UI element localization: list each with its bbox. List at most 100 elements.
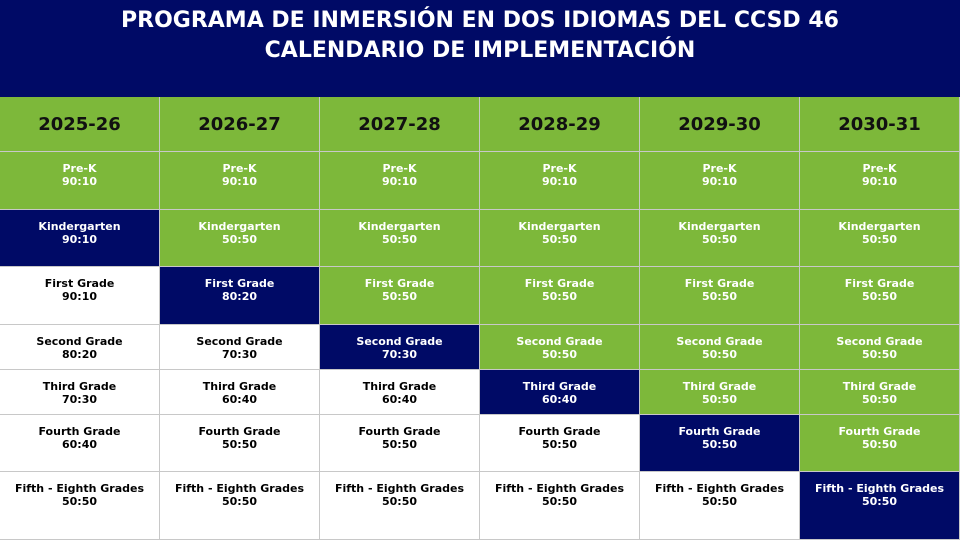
grade-label: Pre-K	[382, 162, 417, 175]
table-cell: Fifth - Eighth Grades 50:50	[640, 472, 800, 540]
ratio-label: 90:10	[381, 175, 417, 188]
year-header: 2027-28	[320, 97, 480, 152]
ratio-label: 50:50	[861, 290, 897, 303]
ratio-label: 90:10	[61, 290, 97, 303]
grade-label: Kindergarten	[38, 220, 121, 233]
ratio-label: 80:20	[221, 290, 257, 303]
ratio-label: 50:50	[701, 438, 737, 451]
ratio-label: 90:10	[61, 175, 97, 188]
ratio-label: 50:50	[541, 438, 577, 451]
grade-label: Second Grade	[516, 335, 603, 348]
grade-label: Kindergarten	[678, 220, 761, 233]
table-cell: Pre-K 90:10	[320, 152, 480, 210]
table-cell: Third Grade 60:40	[160, 370, 320, 415]
ratio-label: 60:40	[381, 393, 417, 406]
grade-label: Second Grade	[356, 335, 443, 348]
ratio-label: 50:50	[701, 393, 737, 406]
table-cell: Second Grade 70:30	[320, 325, 480, 370]
grade-label: Second Grade	[36, 335, 123, 348]
ratio-label: 50:50	[861, 233, 897, 246]
grade-label: Second Grade	[196, 335, 283, 348]
table-cell: First Grade 80:20	[160, 267, 320, 325]
grade-label: Fourth Grade	[198, 425, 281, 438]
ratio-label: 50:50	[61, 495, 97, 508]
grade-label: Pre-K	[702, 162, 737, 175]
ratio-label: 50:50	[861, 348, 897, 361]
table-cell: Pre-K 90:10	[640, 152, 800, 210]
grade-label: Fourth Grade	[38, 425, 121, 438]
ratio-label: 50:50	[701, 348, 737, 361]
table-cell: Fourth Grade 50:50	[800, 415, 960, 472]
ratio-label: 70:30	[221, 348, 257, 361]
grade-label: Fifth - Eighth Grades	[174, 482, 305, 495]
grade-label: Pre-K	[862, 162, 897, 175]
table-cell: Second Grade 70:30	[160, 325, 320, 370]
ratio-label: 70:30	[381, 348, 417, 361]
table-cell: Kindergarten 50:50	[160, 210, 320, 267]
ratio-label: 90:10	[861, 175, 897, 188]
ratio-label: 50:50	[381, 495, 417, 508]
year-header: 2028-29	[480, 97, 640, 152]
ratio-label: 50:50	[861, 393, 897, 406]
table-cell: Fifth - Eighth Grades 50:50	[160, 472, 320, 540]
table-cell: Kindergarten 50:50	[320, 210, 480, 267]
grade-label: Fourth Grade	[358, 425, 441, 438]
table-cell: Second Grade 50:50	[640, 325, 800, 370]
ratio-label: 50:50	[861, 438, 897, 451]
title-line: CALENDARIO DE IMPLEMENTACIÓN	[264, 38, 696, 63]
table-cell: Fifth - Eighth Grades 50:50	[320, 472, 480, 540]
table-cell: Pre-K 90:10	[160, 152, 320, 210]
table-cell: Fourth Grade 50:50	[320, 415, 480, 472]
ratio-label: 60:40	[221, 393, 257, 406]
table-cell: First Grade 50:50	[480, 267, 640, 325]
grade-label: Kindergarten	[358, 220, 441, 233]
ratio-label: 50:50	[861, 495, 897, 508]
grade-label: Third Grade	[42, 380, 117, 393]
table-cell: Third Grade 60:40	[480, 370, 640, 415]
ratio-label: 90:10	[701, 175, 737, 188]
grade-label: Kindergarten	[198, 220, 281, 233]
grade-label: Third Grade	[682, 380, 757, 393]
grade-label: Fifth - Eighth Grades	[14, 482, 145, 495]
ratio-label: 50:50	[701, 495, 737, 508]
table: 2025-26 2026-27 2027-28 2028-29 2029-30 2030-…	[0, 97, 960, 540]
table-cell: Third Grade 70:30	[0, 370, 160, 415]
grade-label: Pre-K	[62, 162, 97, 175]
year-header: 2026-27	[160, 97, 320, 152]
grade-label: Pre-K	[542, 162, 577, 175]
grade-label: Third Grade	[522, 380, 597, 393]
table-cell: Third Grade 60:40	[320, 370, 480, 415]
grade-label: First Grade	[844, 277, 915, 290]
ratio-label: 50:50	[541, 233, 577, 246]
grade-label: Third Grade	[842, 380, 917, 393]
ratio-label: 50:50	[541, 495, 577, 508]
ratio-label: 50:50	[541, 348, 577, 361]
table-cell: Second Grade 50:50	[480, 325, 640, 370]
ratio-label: 80:20	[61, 348, 97, 361]
header: PROGRAMA DE INMERSIÓN EN DOS IDIOMAS DEL…	[0, 0, 960, 97]
table-cell: Fourth Grade 60:40	[0, 415, 160, 472]
table-cell: Third Grade 50:50	[800, 370, 960, 415]
grade-label: Fourth Grade	[518, 425, 601, 438]
grade-label: Fourth Grade	[678, 425, 761, 438]
ratio-label: 90:10	[541, 175, 577, 188]
ratio-label: 60:40	[541, 393, 577, 406]
grade-label: Kindergarten	[518, 220, 601, 233]
table-cell: Fifth - Eighth Grades 50:50	[480, 472, 640, 540]
grade-label: First Grade	[204, 277, 275, 290]
ratio-label: 50:50	[381, 233, 417, 246]
grade-label: First Grade	[364, 277, 435, 290]
ratio-label: 90:10	[61, 233, 97, 246]
grade-label: Fourth Grade	[838, 425, 921, 438]
ratio-label: 60:40	[61, 438, 97, 451]
grade-label: Fifth - Eighth Grades	[814, 482, 945, 495]
grade-label: Second Grade	[676, 335, 763, 348]
grade-label: First Grade	[684, 277, 755, 290]
title-line: PROGRAMA DE INMERSIÓN EN DOS IDIOMAS DEL…	[121, 8, 839, 33]
table-cell: Second Grade 80:20	[0, 325, 160, 370]
table-cell: Fourth Grade 50:50	[160, 415, 320, 472]
table-cell: Kindergarten 90:10	[0, 210, 160, 267]
grade-label: Second Grade	[836, 335, 923, 348]
table-cell: Pre-K 90:10	[480, 152, 640, 210]
